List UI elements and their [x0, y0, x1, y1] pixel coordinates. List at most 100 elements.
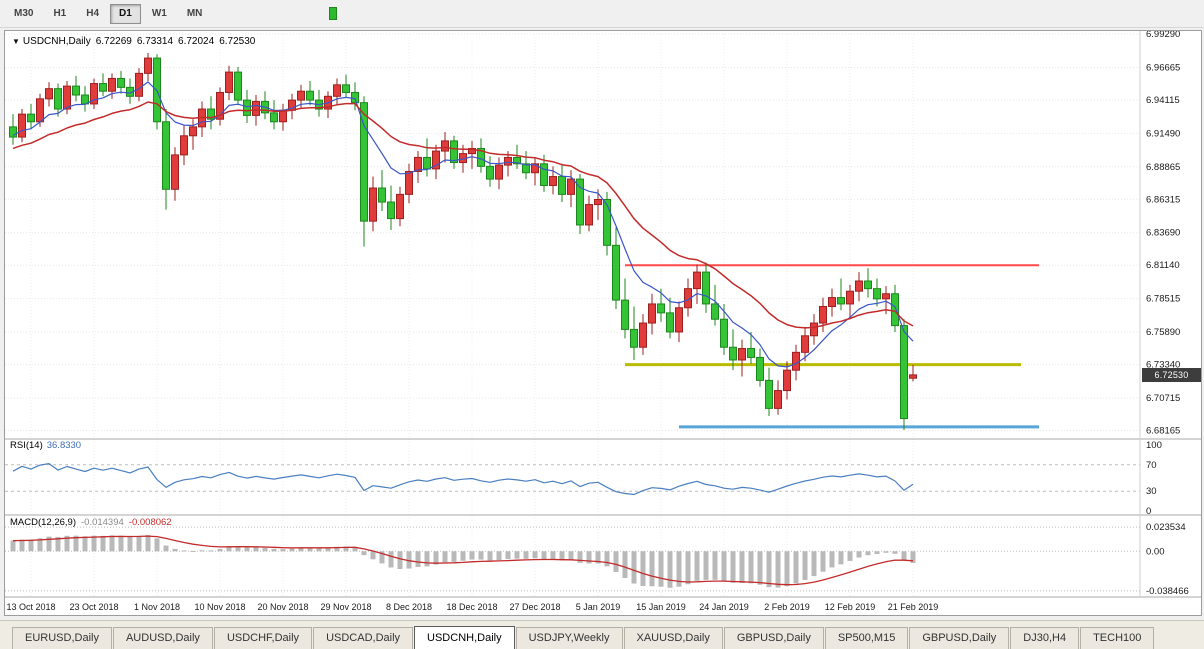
macd-histogram-bar — [10, 540, 16, 552]
price-axis-label[interactable]: 6.86315 — [1146, 194, 1180, 205]
price-axis-label[interactable]: 6.91490 — [1146, 128, 1180, 139]
candle-body — [63, 85, 71, 110]
price-axis-label[interactable]: 6.78515 — [1146, 294, 1180, 305]
date-axis-label[interactable]: 18 Dec 2018 — [446, 602, 497, 612]
candle-body — [540, 163, 548, 186]
timeframe-button-h1[interactable]: H1 — [53, 7, 67, 19]
macd-histogram-bar — [478, 551, 484, 560]
macd-histogram-bar — [91, 535, 97, 552]
date-axis-label[interactable]: 5 Jan 2019 — [576, 602, 621, 612]
tab-xauusd-daily[interactable]: XAUUSD,Daily — [623, 627, 723, 649]
tab-gbpusd-daily[interactable]: GBPUSD,Daily — [723, 627, 824, 649]
macd-histogram-bar — [217, 548, 223, 552]
candle-body — [171, 154, 179, 190]
ma-fast-line — [12, 81, 914, 368]
candle-body — [855, 280, 863, 292]
timeframe-button-mn[interactable]: MN — [186, 7, 203, 19]
timeframe-button-h4[interactable]: H4 — [86, 7, 100, 19]
macd-histogram-bar — [505, 551, 511, 560]
tab-tech100[interactable]: TECH100 — [1080, 627, 1155, 649]
price-axis-label[interactable]: 6.68165 — [1146, 426, 1180, 437]
candle-body — [513, 156, 521, 165]
price-axis-label[interactable]: 6.88865 — [1146, 162, 1180, 173]
macd-histogram-bar — [568, 551, 574, 561]
tab-usdcad-daily[interactable]: USDCAD,Daily — [313, 627, 414, 649]
date-axis-label[interactable]: 2 Feb 2019 — [764, 602, 810, 612]
candle-body — [153, 57, 161, 123]
date-axis-label[interactable]: 29 Nov 2018 — [320, 602, 371, 612]
macd-histogram-bar — [469, 551, 475, 560]
macd-histogram-bar — [856, 551, 862, 558]
macd-axis-label[interactable]: 0.00 — [1146, 546, 1165, 557]
macd-histogram-bar — [46, 536, 52, 552]
tab-gbpusd-daily[interactable]: GBPUSD,Daily — [909, 627, 1010, 649]
rsi-axis-label[interactable]: 30 — [1146, 486, 1157, 497]
date-axis-label[interactable]: 21 Feb 2019 — [888, 602, 939, 612]
macd-histogram-bar — [649, 551, 655, 587]
date-axis-label[interactable]: 1 Nov 2018 — [134, 602, 180, 612]
chart-canvas[interactable]: 6.99290 6.96665 6.94115 6.91490 6.88865 6.863… — [5, 31, 1201, 615]
timeframe-button-w1[interactable]: W1 — [151, 7, 167, 19]
macd-axis-label[interactable]: 0.023534 — [1146, 522, 1186, 533]
candle-body — [135, 72, 143, 97]
macd-histogram-bar — [226, 546, 232, 552]
date-axis-label[interactable]: 8 Dec 2018 — [386, 602, 432, 612]
candle-body — [684, 288, 692, 309]
macd-histogram-bar — [253, 546, 259, 552]
price-axis-label[interactable]: 6.73340 — [1146, 360, 1180, 371]
price-axis-label[interactable]: 6.70715 — [1146, 393, 1180, 404]
candle-body — [9, 126, 17, 138]
tab-usdjpy-weekly[interactable]: USDJPY,Weekly — [515, 627, 623, 649]
date-axis-label[interactable]: 20 Nov 2018 — [257, 602, 308, 612]
macd-axis-label[interactable]: -0.038466 — [1146, 586, 1189, 597]
macd-histogram-bar — [829, 551, 835, 568]
tab-audusd-daily[interactable]: AUDUSD,Daily — [112, 627, 213, 649]
date-axis-label[interactable]: 10 Nov 2018 — [194, 602, 245, 612]
grid-layer — [5, 33, 1140, 597]
price-axis-label[interactable]: 6.81140 — [1146, 260, 1180, 271]
price-axis-label[interactable]: 6.99290 — [1146, 31, 1180, 40]
macd-name: MACD(12,26,9) — [10, 517, 76, 528]
rsi-axis-label[interactable]: 100 — [1146, 440, 1162, 451]
candle-body — [441, 140, 449, 152]
price-axis-label[interactable]: 6.75890 — [1146, 327, 1180, 338]
candlestick-icon[interactable] — [329, 7, 337, 20]
macd-histogram-bar — [514, 551, 520, 559]
date-axis-label[interactable]: 12 Feb 2019 — [825, 602, 876, 612]
tab-eurusd-daily[interactable]: EURUSD,Daily — [12, 627, 112, 649]
low-value: 6.72024 — [178, 36, 215, 47]
price-axis-label[interactable]: 6.96665 — [1146, 62, 1180, 73]
date-axis-label[interactable]: 27 Dec 2018 — [509, 602, 560, 612]
candle-body — [882, 293, 890, 300]
candle-body — [630, 328, 638, 348]
candle-body — [594, 198, 602, 206]
candle-body — [54, 88, 62, 110]
timeframe-button-m30[interactable]: M30 — [14, 7, 34, 19]
candle-body — [567, 178, 575, 195]
chart-symbol-label: USDCNH,Daily — [22, 36, 91, 47]
price-axis-label[interactable]: 6.94115 — [1146, 95, 1180, 106]
rsi-axis-label[interactable]: 0 — [1146, 506, 1151, 517]
tab-dj30-h4[interactable]: DJ30,H4 — [1010, 627, 1080, 649]
date-axis-label[interactable]: 15 Jan 2019 — [636, 602, 686, 612]
date-axis-label[interactable]: 24 Jan 2019 — [699, 602, 749, 612]
macd-histogram-bar — [307, 547, 313, 552]
tab-usdchf-daily[interactable]: USDCHF,Daily — [213, 627, 313, 649]
candle-body — [252, 100, 260, 116]
object-lines-layer — [625, 264, 1039, 429]
tab-usdcnh-daily[interactable]: USDCNH,Daily — [414, 626, 515, 649]
candle-body — [675, 307, 683, 333]
price-axis-label[interactable]: 6.83690 — [1146, 228, 1180, 239]
date-axis-label[interactable]: 13 Oct 2018 — [6, 602, 55, 612]
candle-body — [621, 299, 629, 330]
tab-sp500-m15[interactable]: SP500,M15 — [824, 627, 909, 649]
rsi-axis-label[interactable]: 70 — [1146, 460, 1157, 471]
macd-histogram-bar — [154, 538, 160, 552]
candle-body — [234, 71, 242, 101]
macd-histogram-bar — [442, 551, 448, 563]
timeframe-button-d1[interactable]: D1 — [110, 3, 141, 24]
candle-body — [702, 271, 710, 305]
macd-histogram-bar — [163, 545, 169, 552]
candle-body — [657, 303, 665, 314]
date-axis-label[interactable]: 23 Oct 2018 — [69, 602, 118, 612]
